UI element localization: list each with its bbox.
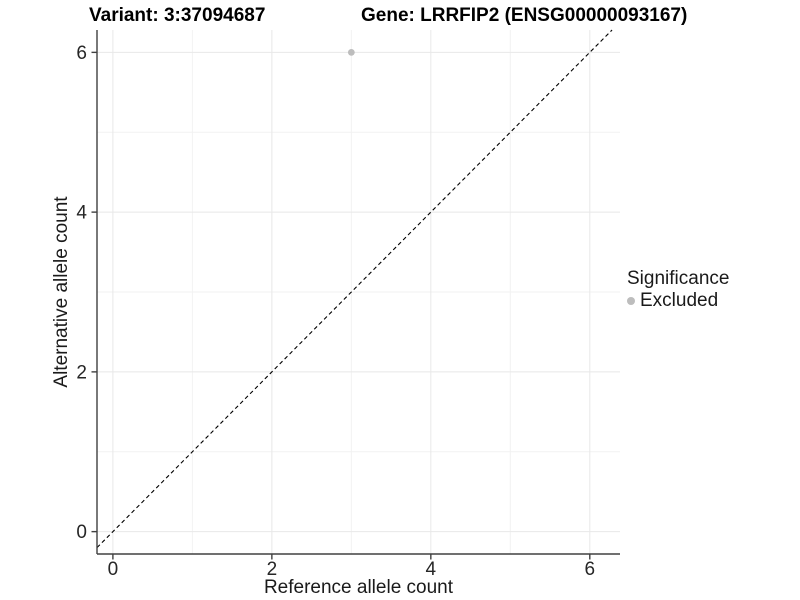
y-tick-label: 6 [76,43,87,64]
y-tick-label: 2 [76,362,87,383]
legend-entry: Excluded [627,291,729,311]
variant-title: Variant: 3:37094687 [89,5,266,26]
gene-title: Gene: LRRFIP2 (ENSG00000093167) [361,5,688,26]
y-tick-label: 0 [76,522,87,543]
y-axis-title: Alternative allele count [51,196,72,388]
x-tick-label: 0 [108,559,119,580]
x-axis-title: Reference allele count [263,577,454,598]
x-tick-label: 6 [585,559,596,580]
legend-title: Significance [627,268,730,289]
identity-reference-line [96,29,613,548]
x-tick-label: 4 [426,559,437,580]
x-tick-label: 2 [267,559,278,580]
data-point [347,48,355,56]
legend-point-icon [627,297,635,305]
y-tick-label: 4 [76,203,87,224]
legend-entry-label: Excluded [640,290,719,311]
legend: Significance Excluded [627,268,729,311]
